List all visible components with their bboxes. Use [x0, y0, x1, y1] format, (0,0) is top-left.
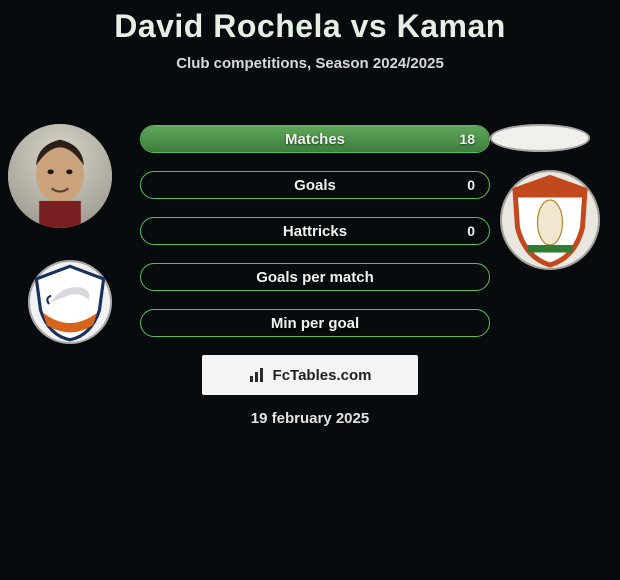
stat-fill — [141, 126, 489, 152]
brand-badge[interactable]: FcTables.com — [202, 355, 418, 395]
stats-panel: Matches 18 Goals 0 Hattricks 0 Goals per… — [140, 125, 490, 355]
page-title: David Rochela vs Kaman — [0, 0, 620, 45]
crest-icon — [28, 260, 112, 344]
stat-row: Goals per match — [140, 263, 490, 291]
stat-value: 0 — [467, 172, 475, 198]
club-right-crest — [500, 170, 600, 270]
page-subtitle: Club competitions, Season 2024/2025 — [0, 55, 620, 72]
player-right-avatar — [490, 124, 590, 152]
bars-icon — [249, 367, 267, 383]
stat-row: Min per goal — [140, 309, 490, 337]
stat-label: Min per goal — [141, 310, 489, 336]
club-left-crest — [28, 260, 112, 344]
stat-row: Hattricks 0 — [140, 217, 490, 245]
stat-label: Goals per match — [141, 264, 489, 290]
stat-value: 0 — [467, 218, 475, 244]
brand-label: FcTables.com — [273, 367, 372, 384]
stat-value: 18 — [459, 126, 475, 152]
stat-row: Matches 18 — [140, 125, 490, 153]
stat-label: Goals — [141, 172, 489, 198]
stat-label: Hattricks — [141, 218, 489, 244]
face-icon — [8, 124, 112, 228]
stat-row: Goals 0 — [140, 171, 490, 199]
date-label: 19 february 2025 — [0, 410, 620, 427]
crest-icon — [500, 170, 600, 270]
player-left-avatar — [8, 124, 112, 228]
